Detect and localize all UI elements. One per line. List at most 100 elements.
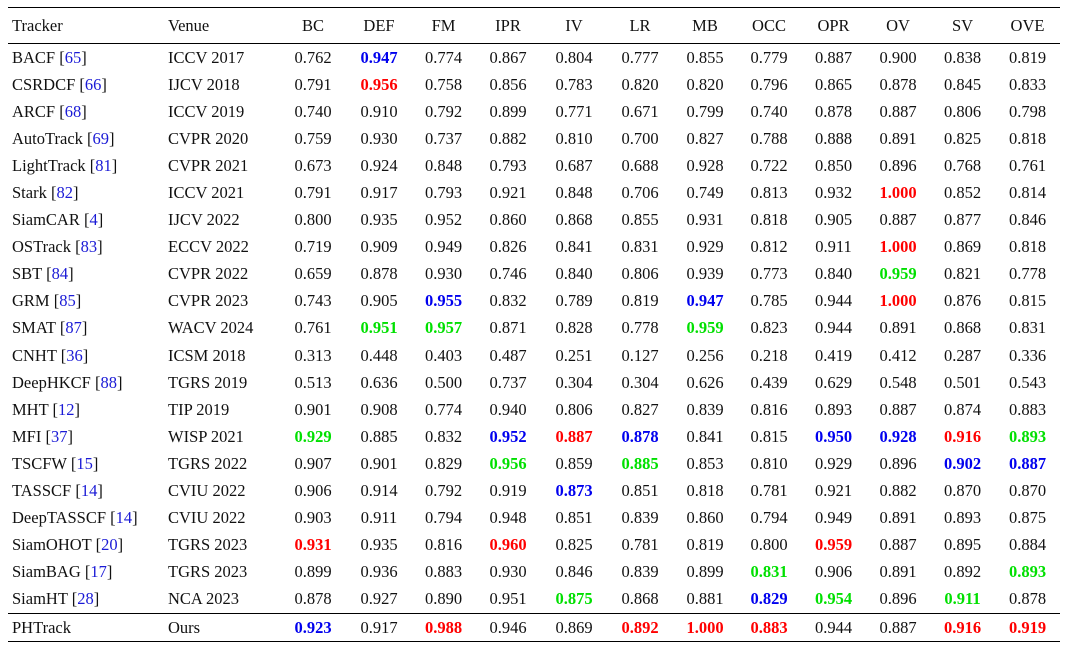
table-row: SiamOHOT [20] TGRS 2023 0.931 0.935 0.816 0.9…: [8, 532, 1060, 559]
score-cell-ove: 0.919: [1008, 617, 1047, 637]
citation-link[interactable]: 37: [50, 426, 68, 446]
score-cell-mb: 0.818: [686, 481, 724, 501]
score-cell-sv: 0.876: [943, 291, 982, 311]
citation-link[interactable]: 36: [66, 345, 83, 365]
score-cell-bc: 0.719: [294, 237, 332, 257]
score-cell-lr: 0.688: [621, 155, 659, 175]
score-cell-iv: 0.304: [555, 372, 593, 392]
table-row: BACF [65] ICCV 2017 0.762 0.947 0.774 0.867 0.…: [8, 44, 1060, 72]
score-cell-ipr: 0.826: [489, 237, 527, 257]
score-cell-sv: 0.874: [943, 399, 982, 419]
score-cell-opr: 0.850: [814, 155, 853, 175]
score-cell-bc: 0.673: [294, 155, 332, 175]
score-cell-ipr: 0.919: [489, 481, 527, 501]
score-cell-bc: 0.923: [294, 617, 332, 637]
score-cell-occ: 0.831: [750, 562, 788, 582]
score-cell-ove: 0.815: [1008, 291, 1047, 311]
tracker-cell: SiamOHOT [20]: [12, 535, 124, 555]
score-cell-ipr: 0.832: [489, 291, 527, 311]
score-cell-bc: 0.929: [294, 426, 332, 446]
score-cell-ov: 0.878: [879, 74, 917, 94]
citation-link[interactable]: 14: [115, 508, 133, 528]
citation-link[interactable]: 15: [76, 453, 93, 473]
score-cell-lr: 0.671: [621, 101, 659, 121]
score-cell-ipr: 0.860: [489, 210, 527, 230]
score-cell-ov: 0.887: [879, 399, 917, 419]
score-cell-fm: 0.949: [424, 237, 463, 257]
score-cell-ipr: 0.746: [489, 264, 527, 284]
score-cell-ov: 0.412: [879, 345, 917, 365]
citation-link[interactable]: 87: [65, 318, 82, 338]
citation-link[interactable]: 20: [101, 535, 118, 555]
score-cell-ov: 0.882: [879, 481, 917, 501]
score-cell-opr: 0.921: [814, 481, 853, 501]
score-cell-ove: 0.543: [1008, 372, 1047, 392]
citation-link[interactable]: 69: [92, 128, 110, 148]
citation-link[interactable]: 88: [100, 372, 117, 392]
score-cell-fm: 0.955: [424, 291, 463, 311]
score-cell-iv: 0.771: [555, 101, 593, 121]
tracker-name: PHTrack: [12, 617, 71, 637]
tracker-name: CNHT: [12, 345, 57, 365]
tracker-name: ARCF: [12, 101, 56, 121]
tracker-cell: PHTrack: [8, 613, 168, 641]
score-cell-ipr: 0.487: [489, 345, 527, 365]
score-cell-mb: 0.749: [686, 183, 724, 203]
citation-link[interactable]: 84: [51, 264, 69, 284]
citation-link[interactable]: 14: [80, 481, 98, 501]
citation-link[interactable]: 82: [56, 183, 73, 203]
citation-link[interactable]: 12: [58, 399, 75, 419]
results-table-container: Tracker Venue BC DEF FM IPR IV LR MB OCC OPR OV SV OV…: [8, 7, 1060, 642]
score-cell-opr: 0.911: [815, 237, 852, 257]
score-cell-def: 0.935: [360, 535, 398, 555]
score-cell-ipr: 0.956: [489, 453, 527, 473]
tracker-name: TSCFW: [12, 453, 67, 473]
score-cell-iv: 0.859: [555, 453, 593, 473]
score-cell-sv: 0.845: [943, 74, 982, 94]
tracker-name: Stark: [12, 183, 47, 203]
score-cell-bc: 0.761: [294, 318, 332, 338]
score-cell-lr: 0.700: [621, 128, 659, 148]
score-cell-ove: 0.878: [1008, 589, 1047, 609]
citation-link[interactable]: 68: [64, 101, 82, 121]
score-cell-opr: 0.944: [814, 617, 853, 637]
score-cell-ove: 0.884: [1008, 535, 1047, 555]
score-cell-ipr: 0.899: [489, 101, 527, 121]
venue-cell: CVPR 2023: [168, 291, 249, 311]
score-cell-lr: 0.831: [621, 237, 659, 257]
score-cell-sv: 0.869: [943, 237, 982, 257]
citation-link[interactable]: 81: [95, 155, 112, 175]
citation-link[interactable]: 66: [84, 74, 102, 94]
score-cell-opr: 0.906: [814, 562, 853, 582]
score-cell-lr: 0.781: [621, 535, 659, 555]
citation-link[interactable]: 65: [64, 47, 82, 67]
score-cell-lr: 0.819: [621, 291, 659, 311]
score-cell-def: 0.885: [360, 426, 398, 446]
score-cell-def: 0.914: [360, 481, 398, 501]
score-cell-lr: 0.806: [621, 264, 659, 284]
venue-cell: TIP 2019: [168, 399, 230, 419]
score-cell-iv: 0.828: [555, 318, 593, 338]
score-cell-occ: 0.439: [750, 372, 788, 392]
citation-link[interactable]: 4: [89, 210, 98, 230]
tracker-cell: GRM [85]: [12, 291, 82, 311]
score-cell-iv: 0.869: [555, 617, 593, 637]
score-cell-mb: 0.939: [686, 264, 724, 284]
score-cell-ipr: 0.882: [489, 128, 527, 148]
score-cell-occ: 0.722: [750, 155, 788, 175]
table-row: SiamBAG [17] TGRS 2023 0.899 0.936 0.883 0.93…: [8, 559, 1060, 586]
score-cell-opr: 0.949: [814, 508, 853, 528]
score-cell-fm: 0.988: [424, 617, 463, 637]
score-cell-sv: 0.852: [943, 183, 982, 203]
table-row: SMAT [87] WACV 2024 0.761 0.951 0.957 0.871 0.…: [8, 315, 1060, 342]
citation-link[interactable]: 28: [77, 589, 94, 609]
score-cell-fm: 0.952: [424, 210, 463, 230]
score-cell-mb: 0.819: [686, 535, 724, 555]
score-cell-mb: 0.929: [686, 237, 724, 257]
tracker-name: SiamHT: [12, 589, 68, 609]
citation-link[interactable]: 17: [90, 562, 107, 582]
table-row: GRM [85] CVPR 2023 0.743 0.905 0.955 0.832 0.7…: [8, 288, 1060, 315]
citation-link[interactable]: 85: [59, 291, 76, 311]
score-cell-iv: 0.804: [555, 47, 593, 67]
citation-link[interactable]: 83: [80, 237, 98, 257]
